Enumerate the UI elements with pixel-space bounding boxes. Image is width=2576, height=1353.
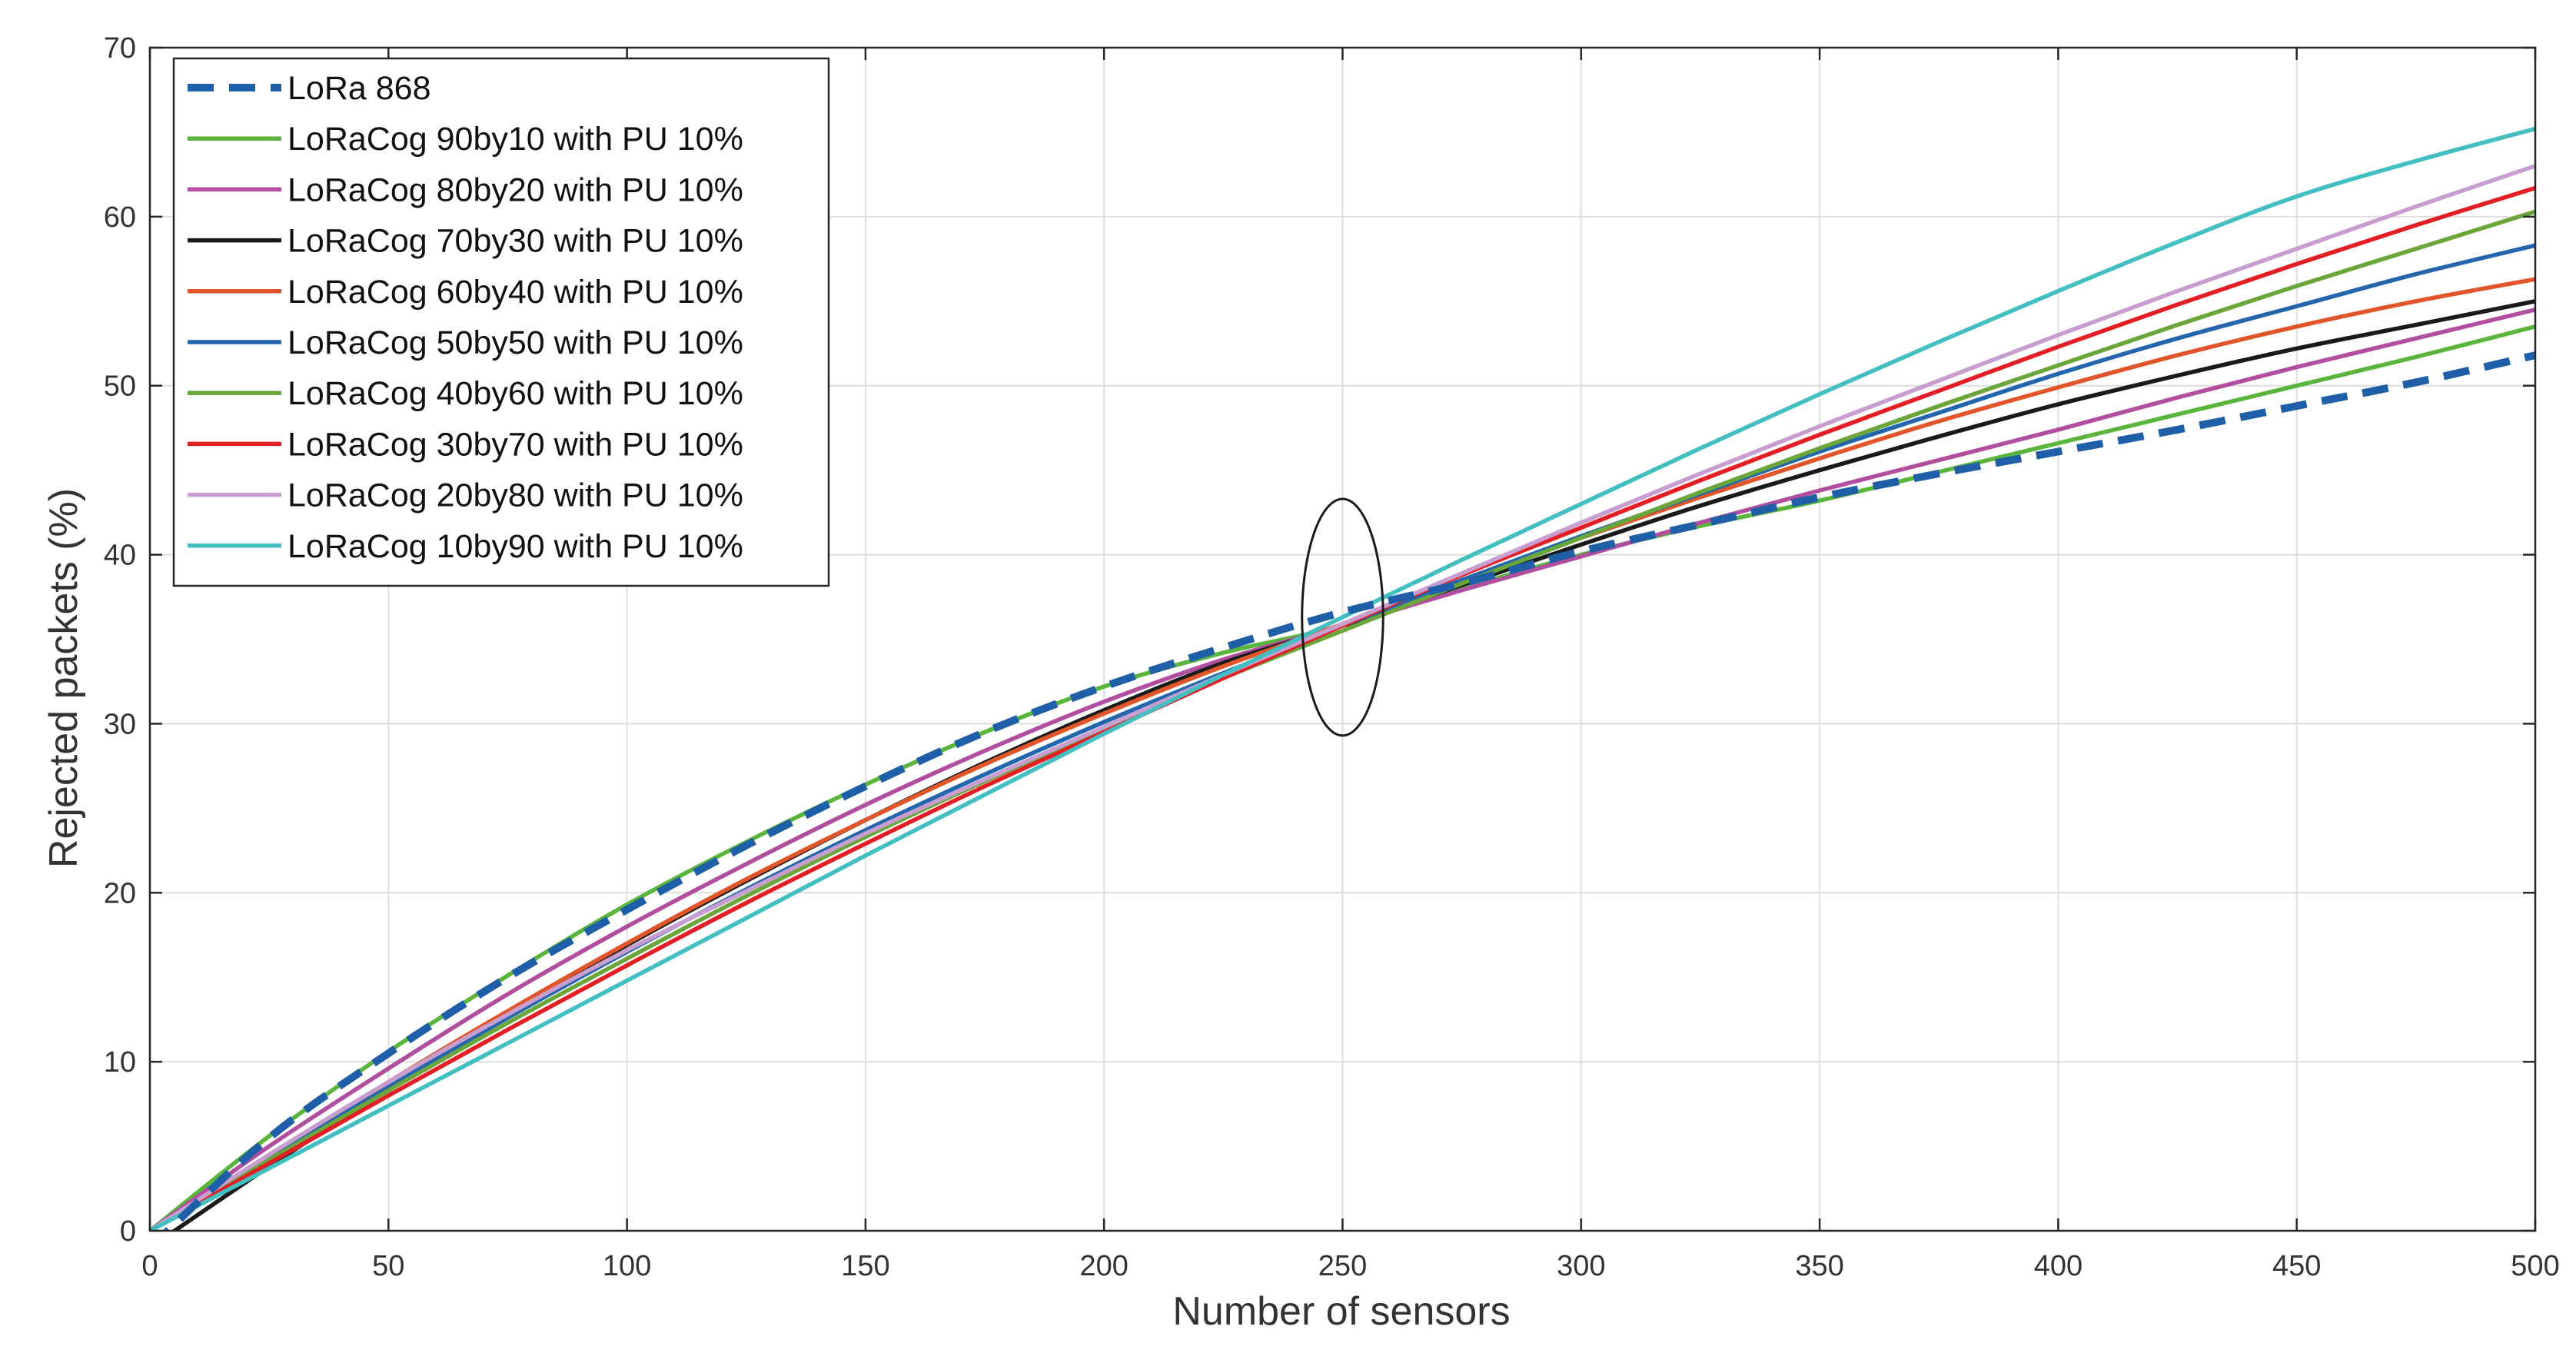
y-tick-label: 70 <box>104 32 136 65</box>
x-tick-label: 50 <box>372 1250 404 1282</box>
axis-ticks: 0 50 100 150 200 250 300 350 400 450 500 0 10 20 30 40 5… <box>104 32 2560 1282</box>
y-tick-label: 50 <box>104 371 136 403</box>
y-tick-label: 0 <box>120 1215 136 1248</box>
y-axis-label: Rejected packets (%) <box>42 488 86 868</box>
y-tick-label: 60 <box>104 201 136 234</box>
legend: LoRa 868 LoRaCog 90by10 with PU 10% LoRaCo… <box>172 57 830 587</box>
annotation-ellipse <box>1301 497 1384 737</box>
x-tick-label: 250 <box>1318 1250 1367 1282</box>
legend-label-1: LoRaCog 90by10 with PU 10% <box>288 121 743 158</box>
legend-box <box>172 57 830 587</box>
x-tick-label: 450 <box>2272 1250 2321 1282</box>
y-tick-label: 10 <box>104 1046 136 1079</box>
series-line-9 <box>150 126 2535 1231</box>
series-lines <box>150 126 2535 1231</box>
legend-label-0: LoRa 868 <box>288 70 431 107</box>
legend-label-2: LoRaCog 80by20 with PU 10% <box>288 171 743 208</box>
series-line-8 <box>150 164 2535 1231</box>
x-axis-label: Number of sensors <box>1172 1289 1510 1334</box>
series-line-6 <box>150 209 2535 1231</box>
annotation <box>1301 497 1384 737</box>
legend-label-6: LoRaCog 40by60 with PU 10% <box>288 375 743 412</box>
x-tick-label: 500 <box>2511 1250 2559 1282</box>
x-tick-label: 150 <box>841 1250 889 1282</box>
x-tick-label: 0 <box>141 1250 158 1282</box>
legend-label-8: LoRaCog 20by80 with PU 10% <box>288 477 743 514</box>
x-tick-label: 400 <box>2034 1250 2082 1282</box>
x-tick-label: 300 <box>1557 1250 1605 1282</box>
y-tick-label: 20 <box>104 877 136 909</box>
x-tick-label: 200 <box>1079 1250 1128 1282</box>
legend-label-9: LoRaCog 10by90 with PU 10% <box>288 528 743 565</box>
y-tick-label: 30 <box>104 708 136 740</box>
legend-label-3: LoRaCog 70by30 with PU 10% <box>288 223 743 260</box>
series-line-0 <box>162 351 2535 1231</box>
legend-label-5: LoRaCog 50by50 with PU 10% <box>288 324 743 361</box>
x-tick-label: 350 <box>1795 1250 1843 1282</box>
legend-label-4: LoRaCog 60by40 with PU 10% <box>288 274 743 311</box>
legend-label-7: LoRaCog 30by70 with PU 10% <box>288 426 743 463</box>
y-tick-label: 40 <box>104 540 136 572</box>
x-tick-label: 100 <box>603 1250 651 1282</box>
